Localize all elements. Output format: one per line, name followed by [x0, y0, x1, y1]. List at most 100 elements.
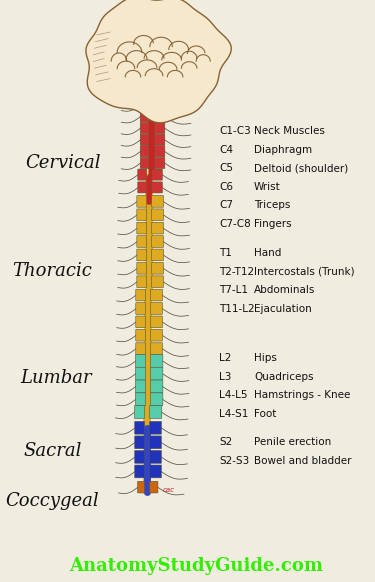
- Text: Cervical: Cervical: [25, 154, 100, 172]
- Text: Foot: Foot: [254, 409, 276, 419]
- FancyBboxPatch shape: [135, 465, 145, 478]
- FancyBboxPatch shape: [135, 436, 145, 449]
- Text: Hips: Hips: [254, 353, 277, 363]
- FancyBboxPatch shape: [154, 157, 165, 169]
- FancyBboxPatch shape: [137, 196, 147, 207]
- Text: T11-L2: T11-L2: [219, 304, 255, 314]
- FancyBboxPatch shape: [150, 406, 162, 418]
- FancyBboxPatch shape: [136, 329, 146, 341]
- Text: T2-T12: T2-T12: [219, 267, 254, 277]
- FancyBboxPatch shape: [152, 222, 164, 234]
- FancyBboxPatch shape: [136, 289, 146, 301]
- FancyBboxPatch shape: [150, 367, 163, 380]
- FancyBboxPatch shape: [154, 122, 165, 133]
- FancyBboxPatch shape: [136, 343, 146, 354]
- FancyBboxPatch shape: [152, 169, 162, 180]
- Text: Fingers: Fingers: [254, 219, 292, 229]
- FancyBboxPatch shape: [138, 182, 147, 193]
- Text: cac: cac: [163, 487, 175, 493]
- FancyBboxPatch shape: [140, 122, 149, 133]
- Text: Deltoid (shoulder): Deltoid (shoulder): [254, 163, 348, 173]
- Text: Sacral: Sacral: [23, 442, 81, 460]
- Text: C7-C8: C7-C8: [219, 219, 251, 229]
- FancyBboxPatch shape: [152, 276, 164, 288]
- FancyBboxPatch shape: [137, 209, 147, 221]
- Text: C4: C4: [219, 144, 233, 155]
- Text: Wrist: Wrist: [254, 182, 281, 192]
- FancyBboxPatch shape: [154, 99, 165, 111]
- Text: Hamstrings - Knee: Hamstrings - Knee: [254, 390, 351, 400]
- FancyBboxPatch shape: [137, 262, 147, 274]
- FancyBboxPatch shape: [150, 316, 162, 328]
- FancyBboxPatch shape: [134, 406, 145, 418]
- FancyBboxPatch shape: [154, 111, 165, 122]
- Text: L2: L2: [219, 353, 231, 363]
- Text: Penile erection: Penile erection: [254, 437, 332, 448]
- FancyBboxPatch shape: [150, 393, 163, 406]
- FancyBboxPatch shape: [152, 249, 164, 261]
- Text: Lumbar: Lumbar: [20, 370, 92, 387]
- Text: L4-S1: L4-S1: [219, 409, 248, 419]
- Text: Ejaculation: Ejaculation: [254, 304, 312, 314]
- FancyBboxPatch shape: [150, 289, 162, 301]
- FancyBboxPatch shape: [140, 111, 149, 122]
- Text: L3: L3: [219, 371, 231, 382]
- FancyBboxPatch shape: [152, 262, 164, 274]
- FancyBboxPatch shape: [136, 316, 146, 328]
- Text: T1: T1: [219, 248, 232, 258]
- FancyBboxPatch shape: [137, 276, 147, 288]
- FancyBboxPatch shape: [150, 450, 161, 463]
- FancyBboxPatch shape: [140, 146, 149, 157]
- FancyBboxPatch shape: [150, 343, 162, 354]
- FancyBboxPatch shape: [135, 354, 146, 367]
- FancyBboxPatch shape: [138, 481, 145, 493]
- FancyBboxPatch shape: [154, 146, 165, 157]
- FancyBboxPatch shape: [152, 182, 162, 193]
- FancyBboxPatch shape: [152, 196, 164, 207]
- Text: S2-S3: S2-S3: [219, 456, 249, 466]
- FancyBboxPatch shape: [135, 421, 145, 434]
- Text: Thoracic: Thoracic: [12, 262, 92, 279]
- FancyBboxPatch shape: [140, 134, 149, 145]
- FancyBboxPatch shape: [137, 222, 147, 234]
- FancyBboxPatch shape: [150, 380, 163, 393]
- Text: T7-L1: T7-L1: [219, 285, 248, 296]
- FancyBboxPatch shape: [135, 450, 145, 463]
- Text: C7: C7: [219, 200, 233, 211]
- Text: Triceps: Triceps: [254, 200, 291, 211]
- Text: C5: C5: [219, 163, 233, 173]
- FancyBboxPatch shape: [136, 303, 146, 314]
- FancyBboxPatch shape: [150, 436, 161, 449]
- Text: S2: S2: [219, 437, 232, 448]
- FancyBboxPatch shape: [150, 303, 162, 314]
- Text: Bowel and bladder: Bowel and bladder: [254, 456, 352, 466]
- FancyBboxPatch shape: [140, 157, 149, 169]
- Text: Coccygeal: Coccygeal: [6, 492, 99, 509]
- FancyBboxPatch shape: [152, 236, 164, 247]
- FancyBboxPatch shape: [150, 421, 161, 434]
- Text: C6: C6: [219, 182, 233, 192]
- Text: Hand: Hand: [254, 248, 282, 258]
- FancyBboxPatch shape: [140, 99, 149, 111]
- Text: Abdominals: Abdominals: [254, 285, 315, 296]
- FancyBboxPatch shape: [135, 393, 146, 406]
- FancyBboxPatch shape: [137, 249, 147, 261]
- Text: Intercostals (Trunk): Intercostals (Trunk): [254, 267, 355, 277]
- Text: Diaphragm: Diaphragm: [254, 144, 312, 155]
- FancyBboxPatch shape: [152, 209, 164, 221]
- FancyBboxPatch shape: [154, 134, 165, 145]
- FancyBboxPatch shape: [150, 329, 162, 341]
- Text: C1-C3: C1-C3: [219, 126, 251, 136]
- FancyBboxPatch shape: [138, 169, 147, 180]
- Text: L4-L5: L4-L5: [219, 390, 248, 400]
- FancyBboxPatch shape: [150, 354, 163, 367]
- Text: Neck Muscles: Neck Muscles: [254, 126, 325, 136]
- FancyBboxPatch shape: [135, 380, 146, 393]
- Polygon shape: [86, 0, 231, 123]
- Text: Quadriceps: Quadriceps: [254, 371, 314, 382]
- FancyBboxPatch shape: [135, 367, 146, 380]
- FancyBboxPatch shape: [150, 481, 158, 493]
- FancyBboxPatch shape: [150, 465, 161, 478]
- FancyBboxPatch shape: [137, 236, 147, 247]
- Text: AnatomyStudyGuide.com: AnatomyStudyGuide.com: [69, 557, 323, 574]
